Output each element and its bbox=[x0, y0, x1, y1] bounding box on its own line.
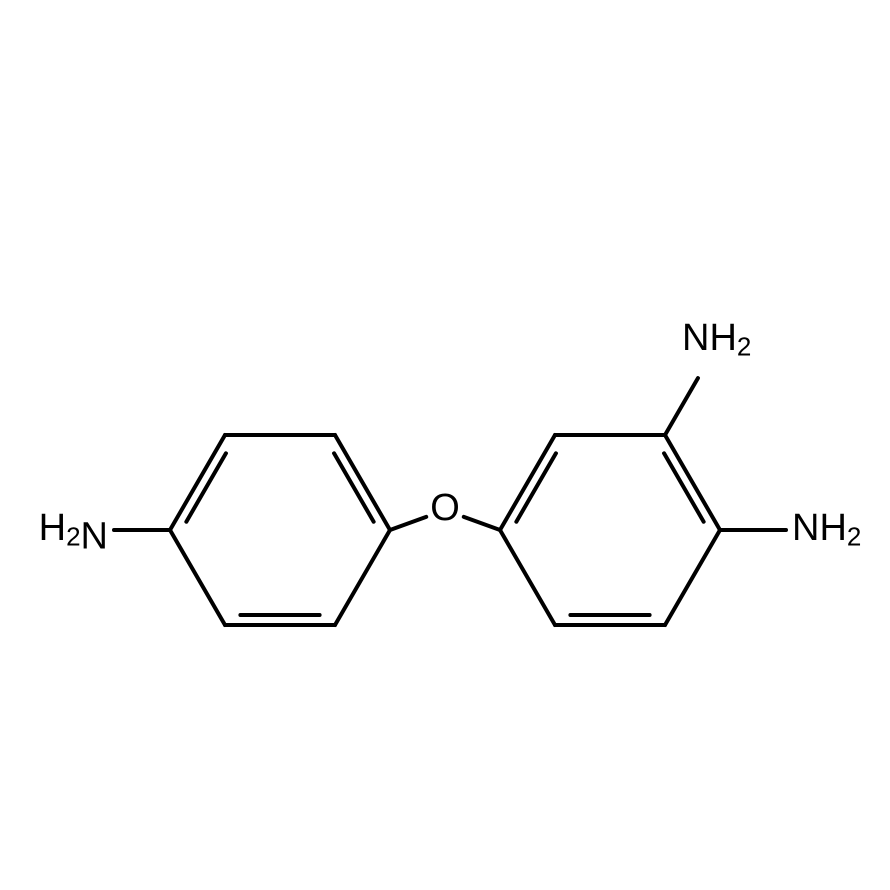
atom-label: NH2 bbox=[792, 507, 861, 551]
bond bbox=[335, 435, 390, 530]
chemical-structure: H2N O NH2 NH2 bbox=[0, 0, 890, 890]
atom-label: O bbox=[430, 487, 460, 529]
bond bbox=[665, 435, 720, 530]
bond bbox=[464, 517, 500, 530]
bond bbox=[665, 530, 720, 625]
bond bbox=[170, 435, 225, 530]
bond bbox=[390, 517, 426, 530]
atom-label: H2N bbox=[39, 507, 108, 557]
bond bbox=[170, 530, 225, 625]
bond bbox=[665, 378, 698, 435]
atom-label: NH2 bbox=[682, 317, 751, 361]
bond bbox=[500, 435, 555, 530]
bond bbox=[500, 530, 555, 625]
bond bbox=[335, 530, 390, 625]
